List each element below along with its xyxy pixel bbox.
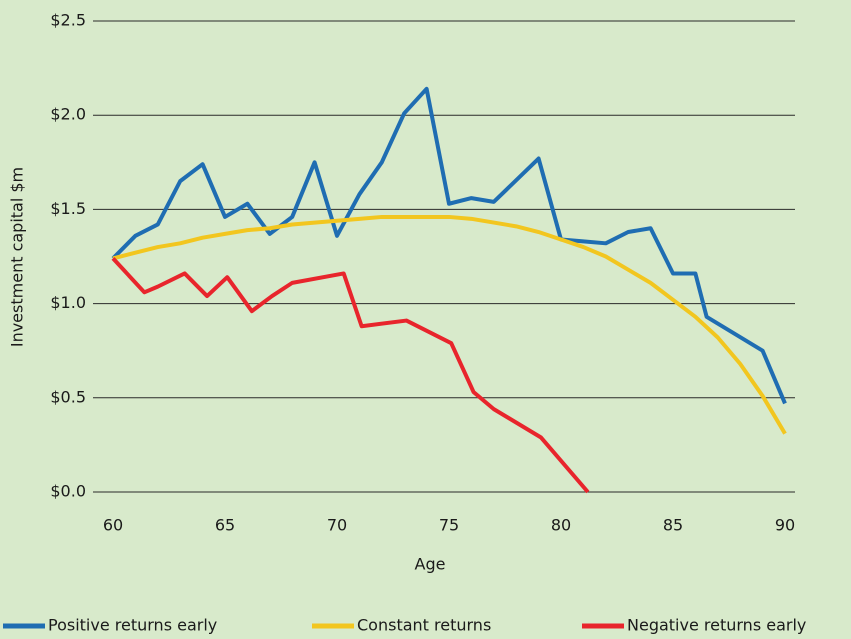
legend-label: Constant returns xyxy=(357,616,491,635)
series-line xyxy=(111,257,590,494)
x-tick-label: 75 xyxy=(439,516,459,535)
series-line xyxy=(112,214,787,435)
legend-label: Negative returns early xyxy=(627,616,806,635)
x-tick-label: 60 xyxy=(103,516,123,535)
x-tick-label: 65 xyxy=(215,516,235,535)
x-tick-label: 70 xyxy=(327,516,347,535)
y-tick-label: $2.0 xyxy=(50,105,86,124)
x-tick-label: 90 xyxy=(775,516,795,535)
y-tick-label: $0.0 xyxy=(50,482,86,501)
y-axis-label: Investment capital $m xyxy=(8,167,27,347)
x-axis-label: Age xyxy=(415,555,446,574)
legend-label: Positive returns early xyxy=(48,616,217,635)
y-tick-label: $1.5 xyxy=(50,199,86,218)
x-tick-label: 85 xyxy=(663,516,683,535)
x-tick-label: 80 xyxy=(551,516,571,535)
y-tick-label: $2.5 xyxy=(50,11,86,30)
y-tick-label: $1.0 xyxy=(50,293,86,312)
y-tick-label: $0.5 xyxy=(50,387,86,406)
series-line xyxy=(111,86,787,405)
